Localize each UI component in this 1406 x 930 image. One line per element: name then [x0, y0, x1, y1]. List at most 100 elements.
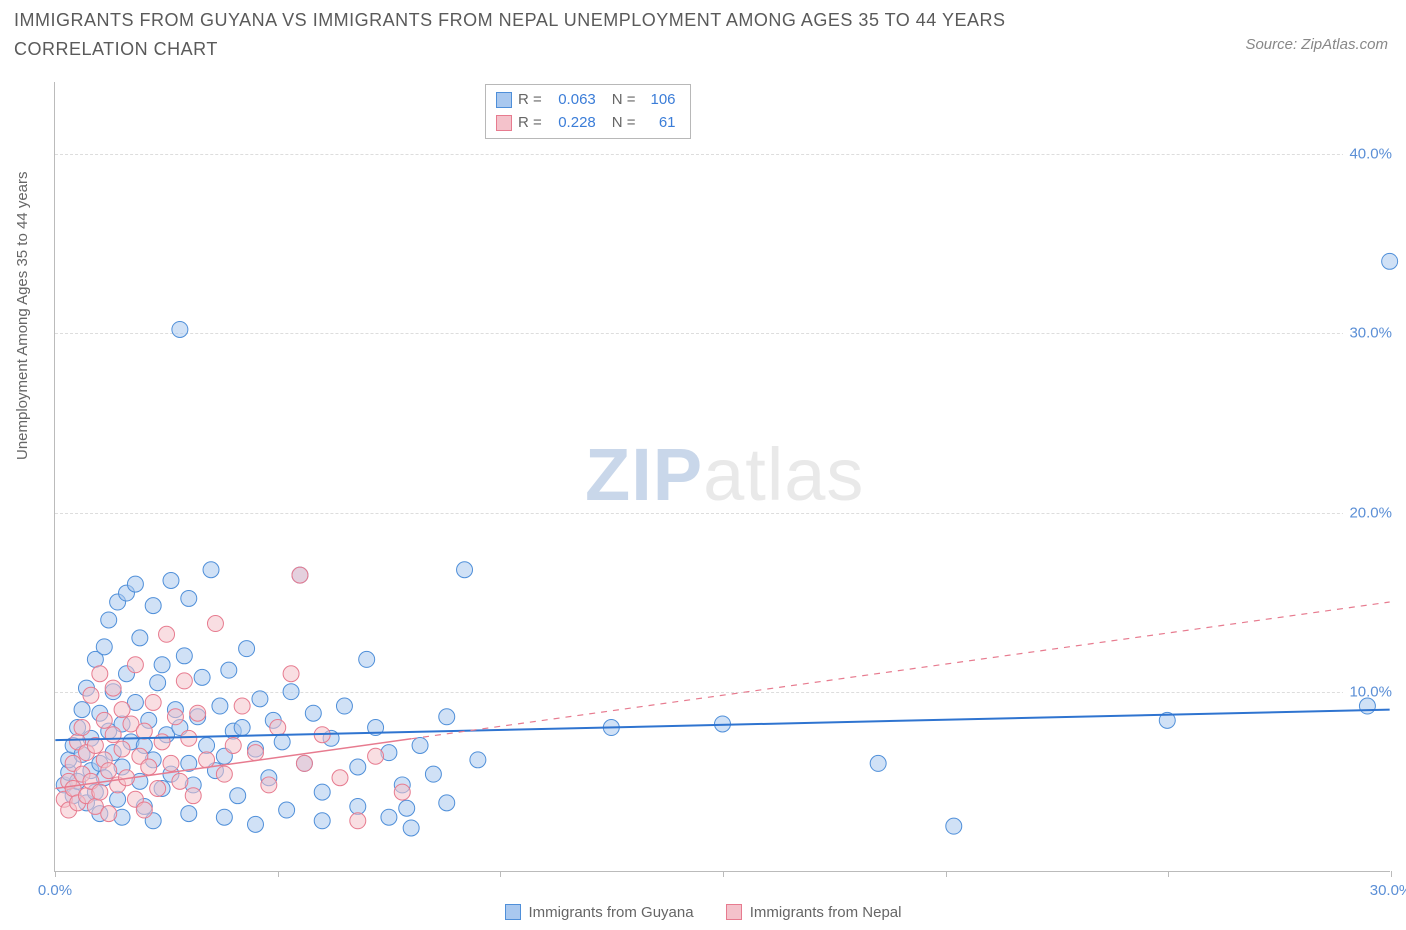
data-point: [194, 669, 210, 685]
data-point: [181, 590, 197, 606]
data-point: [101, 612, 117, 628]
data-point: [190, 705, 206, 721]
data-point: [412, 737, 428, 753]
data-point: [176, 648, 192, 664]
data-point: [305, 705, 321, 721]
data-point: [403, 820, 419, 836]
data-point: [336, 698, 352, 714]
data-point: [470, 752, 486, 768]
data-point: [114, 702, 130, 718]
data-point: [350, 798, 366, 814]
source-attribution: Source: ZipAtlas.com: [1245, 36, 1388, 53]
data-point: [283, 666, 299, 682]
data-point: [314, 813, 330, 829]
data-point: [359, 651, 375, 667]
data-point: [105, 680, 121, 696]
swatch-series2: [726, 904, 742, 920]
data-point: [292, 567, 308, 583]
data-point: [136, 802, 152, 818]
data-point: [207, 616, 223, 632]
data-point: [150, 675, 166, 691]
data-point: [274, 734, 290, 750]
trend-line: [55, 710, 1389, 740]
stat-value-n1: 106: [642, 89, 676, 112]
data-point: [368, 748, 384, 764]
stats-row-series2: R = 0.228 N = 61: [496, 112, 676, 135]
xtick-label: 0.0%: [38, 882, 72, 899]
data-point: [163, 573, 179, 589]
data-point: [199, 752, 215, 768]
xtick: [500, 871, 501, 877]
stat-label-r: R =: [518, 89, 542, 112]
data-point: [203, 562, 219, 578]
data-point: [199, 737, 215, 753]
stat-label-n: N =: [612, 89, 636, 112]
data-point: [101, 763, 117, 779]
data-point: [399, 800, 415, 816]
data-point: [1382, 253, 1398, 269]
swatch-series1: [496, 92, 512, 108]
data-point: [159, 626, 175, 642]
data-point: [181, 730, 197, 746]
data-point: [225, 737, 241, 753]
legend-item-series2: Immigrants from Nepal: [726, 904, 902, 921]
xtick: [723, 871, 724, 877]
data-point: [132, 630, 148, 646]
data-point: [74, 702, 90, 718]
data-point: [261, 777, 277, 793]
data-point: [394, 784, 410, 800]
data-point: [105, 727, 121, 743]
stat-value-n2: 61: [642, 112, 676, 135]
data-point: [870, 755, 886, 771]
data-point: [234, 720, 250, 736]
data-point: [216, 809, 232, 825]
data-point: [314, 784, 330, 800]
data-point: [439, 795, 455, 811]
data-point: [74, 720, 90, 736]
data-point: [167, 709, 183, 725]
data-point: [136, 723, 152, 739]
stat-label-r: R =: [518, 112, 542, 135]
data-point: [252, 691, 268, 707]
chart-area: 10.0%20.0%30.0%40.0% 0.0%30.0% ZIPatlas …: [54, 82, 1390, 872]
data-point: [172, 773, 188, 789]
legend-bottom: Immigrants from Guyana Immigrants from N…: [0, 904, 1406, 925]
data-point: [150, 781, 166, 797]
data-point: [83, 687, 99, 703]
data-point: [163, 755, 179, 771]
data-point: [145, 694, 161, 710]
data-point: [946, 818, 962, 834]
data-point: [248, 745, 264, 761]
data-point: [279, 802, 295, 818]
data-point: [234, 698, 250, 714]
stat-value-r2: 0.228: [548, 112, 596, 135]
data-point: [239, 641, 255, 657]
swatch-series2: [496, 115, 512, 131]
data-point: [92, 666, 108, 682]
data-point: [332, 770, 348, 786]
data-point: [185, 788, 201, 804]
stat-label-n: N =: [612, 112, 636, 135]
data-point: [221, 662, 237, 678]
data-point: [270, 720, 286, 736]
data-point: [283, 684, 299, 700]
xtick: [55, 871, 56, 877]
data-point: [110, 791, 126, 807]
data-point: [350, 813, 366, 829]
xtick: [1168, 871, 1169, 877]
data-point: [230, 788, 246, 804]
legend-item-series1: Immigrants from Guyana: [505, 904, 694, 921]
data-point: [141, 759, 157, 775]
stats-legend-box: R = 0.063 N = 106 R = 0.228 N = 61: [485, 84, 691, 139]
xtick: [278, 871, 279, 877]
data-point: [248, 816, 264, 832]
data-point: [154, 657, 170, 673]
data-point: [212, 698, 228, 714]
data-point: [439, 709, 455, 725]
data-point: [425, 766, 441, 782]
legend-label: Immigrants from Nepal: [750, 904, 902, 921]
data-point: [154, 734, 170, 750]
data-point: [216, 766, 232, 782]
data-point: [96, 712, 112, 728]
data-point: [296, 755, 312, 771]
